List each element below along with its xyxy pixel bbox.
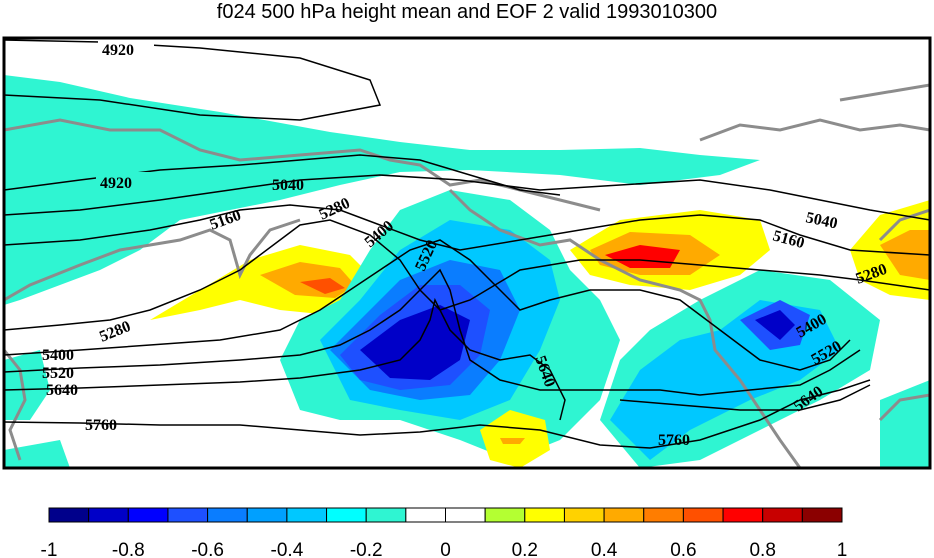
colorbar-tick-label: 0.8 — [749, 540, 775, 558]
shade-cyan-north-band — [4, 75, 760, 305]
colorbar-swatch — [762, 507, 803, 523]
coastline-east — [878, 208, 930, 242]
colorbar-swatch — [286, 507, 328, 523]
colorbar-swatch — [405, 507, 447, 523]
coastlines — [4, 83, 930, 468]
contour-label: 4920 — [100, 175, 132, 192]
shade-red-west — [300, 278, 345, 294]
colorbar-swatch — [484, 507, 526, 523]
coastline-islands — [839, 83, 930, 102]
shade-yellow-west — [150, 245, 375, 320]
map-frame — [2, 36, 932, 470]
colorbar-tick-label: -0.6 — [191, 540, 224, 558]
plot-title: f024 500 hPa height mean and EOF 2 valid… — [216, 1, 718, 23]
colorbar-swatch — [524, 507, 565, 523]
colorbar-swatch — [246, 507, 288, 523]
contour-5640 — [4, 297, 566, 421]
colorbar-tick-label: -1 — [41, 540, 58, 558]
contour-label: 5280 — [97, 318, 133, 346]
colorbar-swatch — [722, 507, 764, 523]
contour-5040 — [4, 174, 930, 221]
contour-label: 5160 — [771, 227, 806, 252]
coastline-asia — [4, 218, 301, 302]
contour-5160 — [4, 204, 930, 256]
shade-orange-south — [500, 438, 525, 444]
contour-labels: 4920 4920 5040 5040 5160 5160 5280 5280 … — [42, 40, 889, 449]
colorbar-tick-label: 1 — [837, 540, 848, 558]
contour-5760 — [4, 379, 871, 449]
colorbar-swatch — [682, 507, 724, 523]
contour-label: 5280 — [317, 195, 353, 224]
contour-5520 — [4, 268, 861, 396]
shade-cyan-north — [4, 38, 930, 155]
shade-darkblue-central — [360, 305, 470, 380]
colorbar: -1 -0.8 -0.6 -0.4 -0.2 0 0.2 0.4 0.6 0.8 1 — [41, 507, 848, 558]
colorbar-swatch — [445, 507, 486, 523]
colorbar-tick-label: 0.2 — [512, 540, 538, 558]
colorbar-swatch — [127, 507, 169, 523]
colorbar-tick-label: -0.2 — [350, 540, 383, 558]
contour-label: 5520 — [42, 365, 74, 382]
shade-cyan-west-coast — [4, 350, 50, 420]
colorbar-swatch — [643, 507, 684, 523]
colorbar-swatch — [88, 507, 129, 523]
contour-5640-east — [619, 384, 871, 411]
colorbar-swatch — [167, 507, 209, 523]
contour-label: 5640 — [46, 382, 78, 399]
coastline-alaska — [448, 188, 802, 468]
colorbar-swatch — [326, 507, 367, 523]
contour-label: 5040 — [804, 209, 839, 232]
contour-5280 — [4, 219, 930, 331]
contour-5400 — [4, 239, 851, 371]
shade-cyan-southwest — [4, 440, 70, 468]
contour-label: 5760 — [85, 417, 117, 434]
coastline-arctic — [699, 118, 930, 142]
colorbar-tick-label: 0.4 — [591, 540, 618, 558]
shade-orange-fareast — [880, 230, 930, 280]
contour-label: 4920 — [102, 42, 134, 59]
height-contours — [4, 39, 930, 449]
contour-label: 5760 — [658, 432, 690, 449]
colorbar-swatch — [563, 507, 605, 523]
colorbar-swatch — [801, 507, 843, 523]
colorbar-tick-label: 0.6 — [670, 540, 696, 558]
contour-label: 5400 — [42, 347, 74, 364]
colorbar-tick-label: -0.8 — [112, 540, 145, 558]
colorbar-swatch — [48, 507, 90, 523]
colorbar-tick-label: 0 — [440, 540, 451, 558]
colorbar-swatch — [365, 507, 407, 523]
colorbar-tick-label: -0.4 — [271, 540, 304, 558]
colorbar-swatch — [207, 507, 248, 523]
shade-cyan-southeast — [880, 380, 930, 468]
colorbar-swatch — [603, 507, 645, 523]
coastline-west — [4, 349, 27, 461]
contour-label: 5040 — [272, 177, 304, 194]
coastline-southeast — [878, 393, 930, 422]
shade-darkblue-east — [755, 310, 795, 340]
